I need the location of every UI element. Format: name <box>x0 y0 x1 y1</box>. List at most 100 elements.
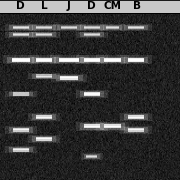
Bar <box>84 27 100 28</box>
Bar <box>103 25 122 30</box>
Bar <box>3 55 39 64</box>
Bar <box>4 24 37 31</box>
Bar <box>13 128 29 132</box>
Bar <box>104 59 121 61</box>
Bar <box>86 156 97 157</box>
Bar <box>76 32 108 38</box>
Bar <box>128 59 144 61</box>
Bar <box>36 75 52 78</box>
Bar <box>106 27 119 28</box>
Bar <box>124 25 148 30</box>
Bar <box>9 25 33 30</box>
Bar <box>84 34 100 35</box>
Bar <box>57 25 81 30</box>
Bar <box>84 92 100 96</box>
Bar <box>4 91 37 97</box>
Bar <box>36 138 52 139</box>
Text: D: D <box>87 1 96 11</box>
Bar <box>9 127 33 133</box>
Bar <box>80 57 104 63</box>
Bar <box>84 126 100 127</box>
Bar <box>59 58 79 62</box>
Bar <box>7 57 34 63</box>
Bar <box>128 129 144 130</box>
Bar <box>50 55 89 64</box>
Bar <box>13 148 29 152</box>
Bar <box>28 73 60 79</box>
Bar <box>4 32 37 38</box>
Bar <box>80 25 104 30</box>
Bar <box>124 57 148 63</box>
Bar <box>96 55 129 64</box>
Bar <box>128 58 144 62</box>
Bar <box>96 122 129 131</box>
Bar <box>13 34 29 35</box>
Bar <box>76 122 108 131</box>
Bar <box>81 154 103 160</box>
Bar <box>84 124 100 129</box>
Bar <box>84 93 100 95</box>
Bar <box>12 59 30 61</box>
Bar <box>32 57 56 63</box>
Bar <box>13 149 29 150</box>
Bar <box>100 123 125 130</box>
Bar <box>56 75 83 81</box>
Bar <box>28 113 60 121</box>
Bar <box>106 26 119 29</box>
Bar <box>28 135 60 143</box>
Bar <box>59 59 79 61</box>
Text: J: J <box>66 1 70 11</box>
Bar <box>28 55 60 64</box>
Bar <box>36 115 52 119</box>
Bar <box>13 94 29 95</box>
Bar <box>0 13 180 14</box>
Bar <box>36 33 52 37</box>
Bar <box>80 32 104 37</box>
Bar <box>51 74 87 82</box>
Bar <box>36 58 52 62</box>
Bar <box>84 154 100 159</box>
Bar <box>53 24 86 31</box>
Bar <box>60 77 78 78</box>
Bar <box>128 128 144 132</box>
Bar <box>36 34 52 35</box>
Bar <box>100 24 125 31</box>
Bar <box>32 32 56 37</box>
Bar <box>104 126 121 127</box>
Bar <box>80 91 104 97</box>
Bar <box>120 24 152 31</box>
Bar <box>32 25 56 30</box>
Bar <box>120 126 152 134</box>
Bar <box>13 129 29 130</box>
Bar <box>36 59 52 61</box>
Text: L: L <box>41 1 47 11</box>
Bar <box>36 26 52 29</box>
Bar <box>32 74 56 78</box>
Bar <box>0 1 180 13</box>
Bar <box>12 58 30 62</box>
Bar <box>84 33 100 37</box>
Bar <box>36 137 52 141</box>
Bar <box>61 26 77 29</box>
Bar <box>124 127 148 133</box>
Bar <box>104 58 121 62</box>
Bar <box>13 27 29 28</box>
Bar <box>9 32 33 37</box>
Bar <box>120 55 152 64</box>
Bar <box>4 146 37 154</box>
Bar <box>120 113 152 121</box>
Bar <box>128 27 144 28</box>
Bar <box>128 115 144 119</box>
Bar <box>128 117 144 118</box>
Bar <box>84 59 100 61</box>
Bar <box>13 26 29 29</box>
Bar <box>128 26 144 29</box>
Bar <box>36 27 52 28</box>
Bar <box>36 117 52 118</box>
Bar <box>13 33 29 37</box>
Bar <box>13 92 29 96</box>
Bar <box>84 58 100 62</box>
Bar <box>28 32 60 38</box>
Bar <box>9 92 33 96</box>
Bar <box>60 76 78 80</box>
